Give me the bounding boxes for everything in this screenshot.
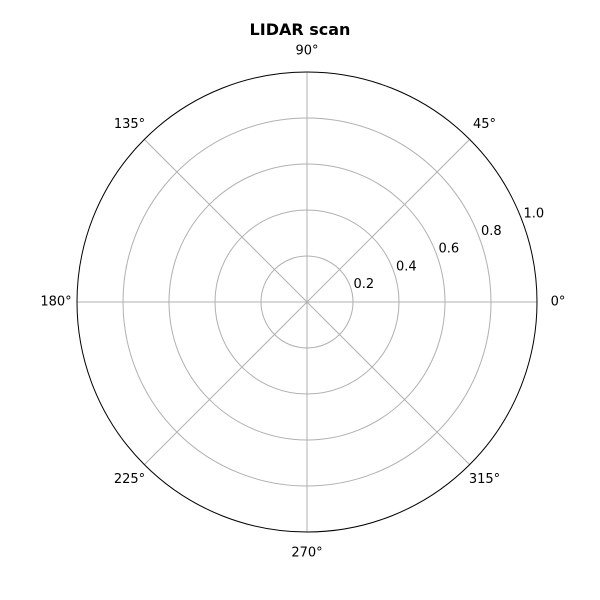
angle-tick-label: 45°	[473, 117, 496, 132]
angle-tick-label: 225°	[114, 472, 145, 487]
angle-tick-label: 0°	[551, 295, 566, 310]
radial-tick-label: 0.6	[438, 242, 459, 257]
polar-spine	[76, 71, 538, 533]
chart-title: LIDAR scan	[249, 20, 351, 39]
angular-gridline	[306, 139, 470, 303]
label-layer: 0° 45° 90° 135° 180° 225° 270° 315° 0.2 0.4 0.6 0.8…	[40, 44, 565, 561]
grid-layer	[77, 72, 537, 532]
radial-tick-label: 1.0	[523, 206, 544, 221]
angle-tick-label: 90°	[295, 44, 318, 59]
angular-gridline	[144, 301, 308, 465]
radial-tick-label: 0.2	[353, 277, 374, 292]
spine-layer	[76, 71, 538, 533]
radial-tick-label: 0.8	[481, 224, 502, 239]
angular-gridline	[144, 139, 308, 303]
angle-tick-label: 270°	[291, 546, 322, 561]
radial-tick-label: 0.4	[396, 259, 417, 274]
angular-gridline	[306, 301, 470, 465]
angle-tick-label: 315°	[469, 472, 500, 487]
angle-tick-label: 180°	[40, 295, 71, 310]
angle-tick-label: 135°	[114, 117, 145, 132]
